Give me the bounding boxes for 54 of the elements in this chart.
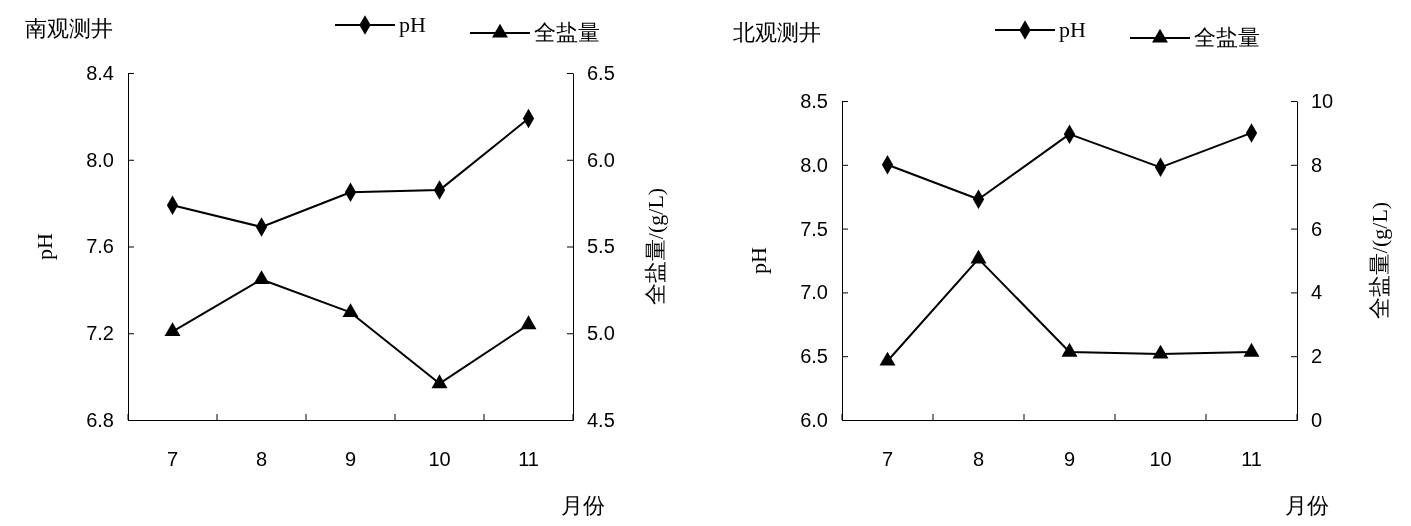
x-tick-label: 11 <box>1241 448 1262 471</box>
y-tick-label: 7.2 <box>86 322 114 345</box>
x-tick-label: 9 <box>1063 448 1076 471</box>
y2-tick-label: 5.5 <box>587 235 615 258</box>
y-axis-title: pH <box>32 232 57 260</box>
y2-tick-label: 5.0 <box>587 322 615 345</box>
y2-tick-label: 4.5 <box>587 408 615 431</box>
y-tick-label: 8.0 <box>86 148 114 171</box>
point <box>1061 342 1078 357</box>
y2-tick-label: 6.5 <box>587 61 615 84</box>
point <box>342 303 359 318</box>
y-tick-label: 6.8 <box>86 408 114 431</box>
point <box>164 322 181 337</box>
chart-title: 北观测井 <box>733 20 821 45</box>
y-tick-label: 8.0 <box>800 153 828 176</box>
y-tick-label: 7.5 <box>800 217 828 240</box>
legend-label: pH <box>399 12 426 37</box>
x-tick-label: 11 <box>518 448 539 471</box>
x-tick-label: 10 <box>428 448 451 471</box>
legend-label: 全盐量 <box>1194 25 1260 50</box>
y2-axis-title: 全盐量/(g/L) <box>1367 201 1392 320</box>
y2-tick-label: 10 <box>1311 89 1334 112</box>
y2-tick-label: 2 <box>1311 345 1323 368</box>
y2-tick-label: 8 <box>1311 153 1323 176</box>
y2-tick-label: 6.0 <box>587 148 615 171</box>
x-tick-label: 8 <box>972 448 985 471</box>
x-tick-label: 10 <box>1149 448 1172 471</box>
y2-tick-label: 0 <box>1311 408 1323 431</box>
x-tick-label: 7 <box>881 448 894 471</box>
y-axis-title: pH <box>746 246 771 274</box>
legend-label: pH <box>1059 17 1086 42</box>
x-tick-label: 9 <box>344 448 357 471</box>
y2-tick-label: 6 <box>1311 217 1323 240</box>
point <box>253 270 270 285</box>
y-tick-label: 6.5 <box>800 345 828 368</box>
point <box>431 374 448 389</box>
x-axis-title: 月份 <box>1285 493 1329 518</box>
y2-axis-title: 全盐量/(g/L) <box>643 187 668 306</box>
point <box>879 351 896 366</box>
y-tick-label: 7.0 <box>800 281 828 304</box>
point <box>970 249 987 264</box>
x-tick-label: 8 <box>255 448 268 471</box>
point <box>1152 344 1169 359</box>
x-axis-title: 月份 <box>561 493 605 518</box>
y-tick-label: 6.0 <box>800 408 828 431</box>
y-tick-label: 7.6 <box>86 235 114 258</box>
y2-tick-label: 4 <box>1311 281 1323 304</box>
legend-label: 全盐量 <box>534 20 600 45</box>
point <box>520 315 537 330</box>
chart-title: 南观测井 <box>25 16 113 41</box>
y-tick-label: 8.4 <box>86 61 114 84</box>
x-tick-label: 7 <box>166 448 179 471</box>
y-tick-label: 8.5 <box>800 89 828 112</box>
point <box>1243 342 1260 357</box>
